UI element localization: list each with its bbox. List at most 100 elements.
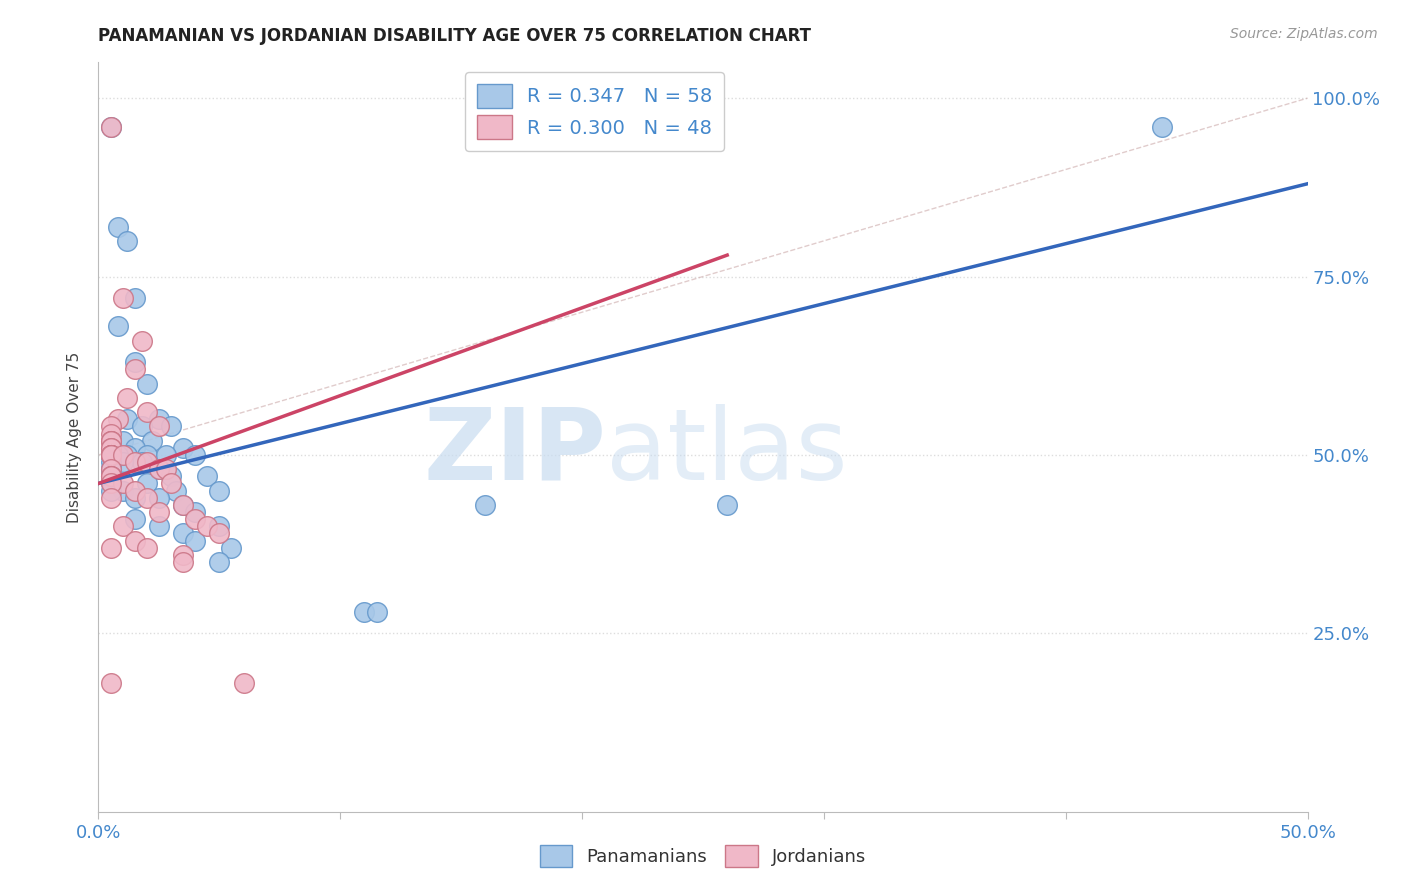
Point <box>135 476 157 491</box>
Point <box>353 605 375 619</box>
Point <box>131 455 153 469</box>
Point <box>100 448 122 462</box>
Text: PANAMANIAN VS JORDANIAN DISABILITY AGE OVER 75 CORRELATION CHART: PANAMANIAN VS JORDANIAN DISABILITY AGE O… <box>98 27 811 45</box>
Point <box>100 448 122 462</box>
Point <box>117 391 139 405</box>
Point <box>160 469 183 483</box>
Point <box>100 541 122 555</box>
Point <box>100 434 122 448</box>
Point <box>160 419 183 434</box>
Point <box>135 541 157 555</box>
Point <box>195 519 218 533</box>
Point <box>100 476 122 491</box>
Point <box>107 219 129 234</box>
Point <box>148 462 170 476</box>
Point <box>100 455 122 469</box>
Point <box>124 441 146 455</box>
Point <box>117 412 139 426</box>
Point <box>100 462 122 476</box>
Point <box>208 555 231 569</box>
Point <box>135 448 157 462</box>
Point <box>131 334 153 348</box>
Point <box>100 491 122 505</box>
Point <box>100 441 122 455</box>
Point <box>1152 120 1174 134</box>
Point <box>100 448 122 462</box>
Point <box>474 498 496 512</box>
Point <box>100 419 122 434</box>
Point <box>100 120 122 134</box>
Point <box>165 483 187 498</box>
Point <box>716 498 738 512</box>
Point <box>148 505 170 519</box>
Point <box>100 476 122 491</box>
Point <box>124 533 146 548</box>
Point <box>100 469 122 483</box>
Point <box>111 434 134 448</box>
Point <box>100 469 122 483</box>
Point <box>155 462 177 476</box>
Point <box>100 676 122 690</box>
Point <box>172 498 194 512</box>
Point <box>172 498 194 512</box>
Point <box>100 462 122 476</box>
Point <box>117 448 139 462</box>
Point <box>148 462 170 476</box>
Point <box>208 519 231 533</box>
Point <box>107 319 129 334</box>
Point <box>172 526 194 541</box>
Point <box>107 448 129 462</box>
Point <box>155 448 177 462</box>
Point <box>172 548 194 562</box>
Point <box>141 434 163 448</box>
Point <box>195 469 218 483</box>
Point <box>172 441 194 455</box>
Point <box>107 412 129 426</box>
Legend: R = 0.347   N = 58, R = 0.300   N = 48: R = 0.347 N = 58, R = 0.300 N = 48 <box>465 72 724 151</box>
Point <box>100 462 122 476</box>
Point <box>366 605 388 619</box>
Point <box>184 505 207 519</box>
Point <box>100 448 122 462</box>
Point <box>111 483 134 498</box>
Point <box>131 419 153 434</box>
Point <box>172 555 194 569</box>
Point <box>100 448 122 462</box>
Point <box>160 476 183 491</box>
Point <box>111 519 134 533</box>
Point <box>221 541 243 555</box>
Point <box>208 526 231 541</box>
Point <box>100 469 122 483</box>
Point <box>100 469 122 483</box>
Point <box>148 419 170 434</box>
Point <box>111 291 134 305</box>
Point <box>124 291 146 305</box>
Legend: Panamanians, Jordanians: Panamanians, Jordanians <box>533 838 873 874</box>
Point <box>100 448 122 462</box>
Point <box>148 519 170 533</box>
Point <box>100 434 122 448</box>
Point <box>100 469 122 483</box>
Point <box>100 434 122 448</box>
Point <box>111 448 134 462</box>
Y-axis label: Disability Age Over 75: Disability Age Over 75 <box>67 351 83 523</box>
Point <box>100 448 122 462</box>
Point <box>100 448 122 462</box>
Text: ZIP: ZIP <box>423 403 606 500</box>
Point <box>135 491 157 505</box>
Point <box>184 533 207 548</box>
Point <box>100 448 122 462</box>
Point <box>124 491 146 505</box>
Point <box>124 512 146 526</box>
Point <box>148 491 170 505</box>
Text: atlas: atlas <box>606 403 848 500</box>
Point <box>124 455 146 469</box>
Point <box>100 120 122 134</box>
Point <box>148 412 170 426</box>
Point <box>100 448 122 462</box>
Point <box>100 441 122 455</box>
Point <box>117 234 139 248</box>
Point <box>124 483 146 498</box>
Point <box>184 512 207 526</box>
Point <box>100 448 122 462</box>
